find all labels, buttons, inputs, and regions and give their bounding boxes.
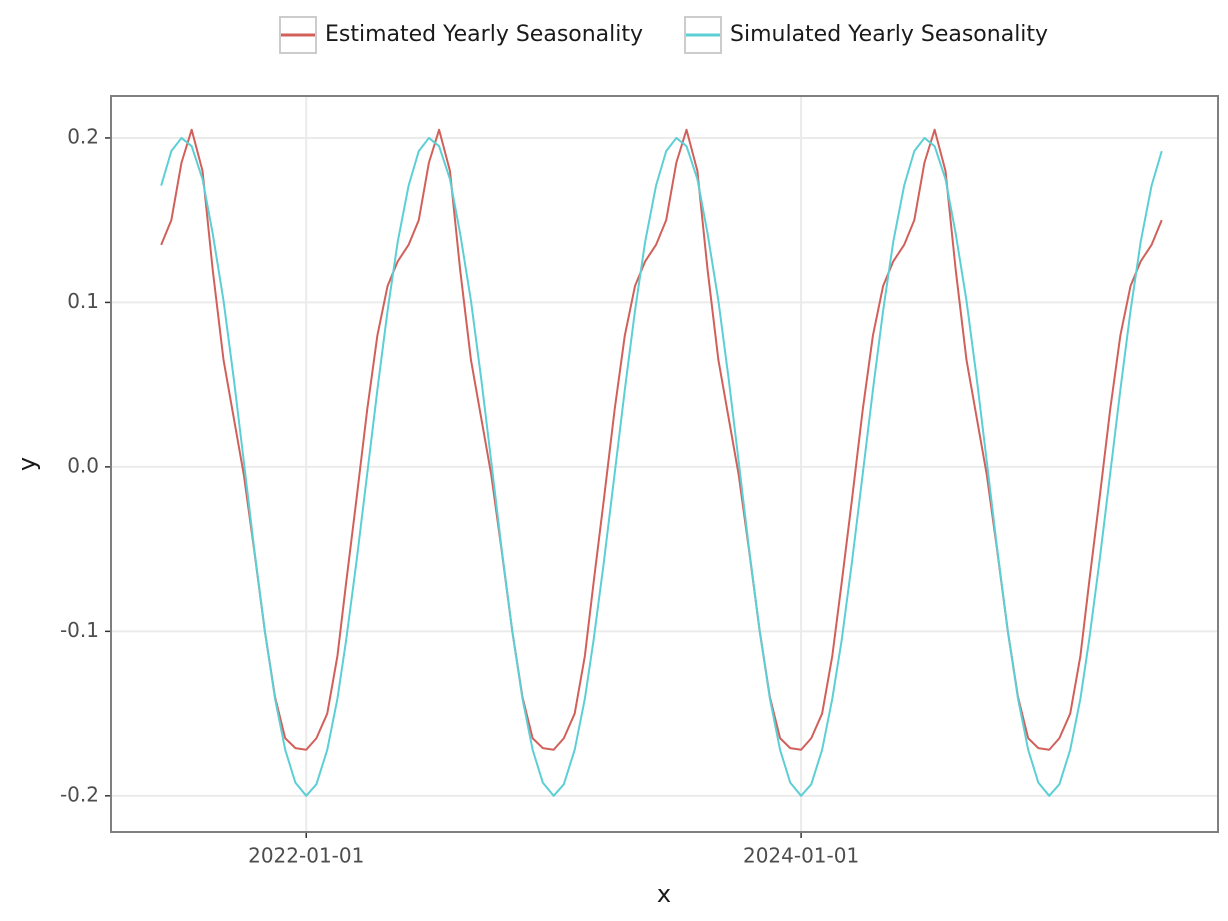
x-axis-title: x [657,880,671,908]
plot-border [110,95,1219,833]
y-tick-label: 0.2 [67,124,99,148]
x-tick-label: 2022-01-01 [248,844,364,868]
legend-label: Estimated Yearly Seasonality [325,22,643,47]
y-axis-title: y [13,457,41,471]
y-tick-label: 0.0 [67,453,99,477]
y-tick-label: -0.1 [60,618,99,642]
y-tick-label: 0.1 [67,289,99,313]
x-tick-label: 2024-01-01 [743,844,859,868]
legend-label: Simulated Yearly Seasonality [730,22,1048,47]
y-tick-label: -0.2 [60,782,99,806]
series-line [160,136,1163,797]
